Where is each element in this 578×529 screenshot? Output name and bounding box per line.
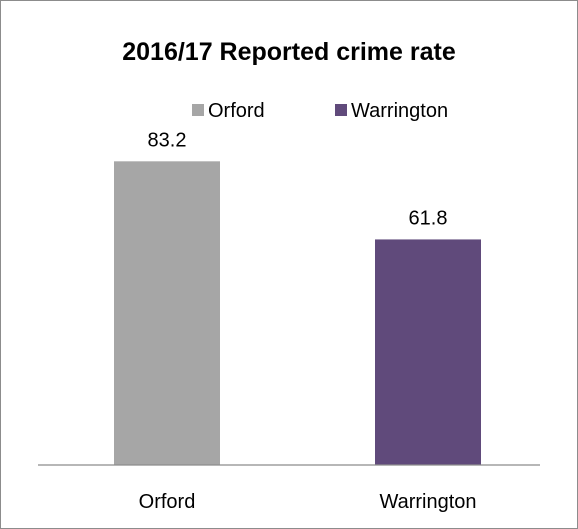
legend-swatch-orford [192,104,204,116]
legend-label-orford: Orford [208,100,265,122]
data-label-orford: 83.2 [148,129,187,151]
x-tick-label-warrington: Warrington [379,491,476,513]
data-label-warrington: 61.8 [409,207,448,229]
legend-swatch-warrington [335,104,347,116]
bar-orford [114,161,220,465]
legend: Orford Warrington [192,100,448,122]
legend-label-warrington: Warrington [351,100,448,122]
plot-area: 83.2 61.8 [114,129,481,465]
bar-warrington [375,239,481,465]
x-axis-ticks: Orford Warrington [139,491,477,513]
x-tick-label-orford: Orford [139,491,196,513]
chart-title: 2016/17 Reported crime rate [122,38,456,66]
